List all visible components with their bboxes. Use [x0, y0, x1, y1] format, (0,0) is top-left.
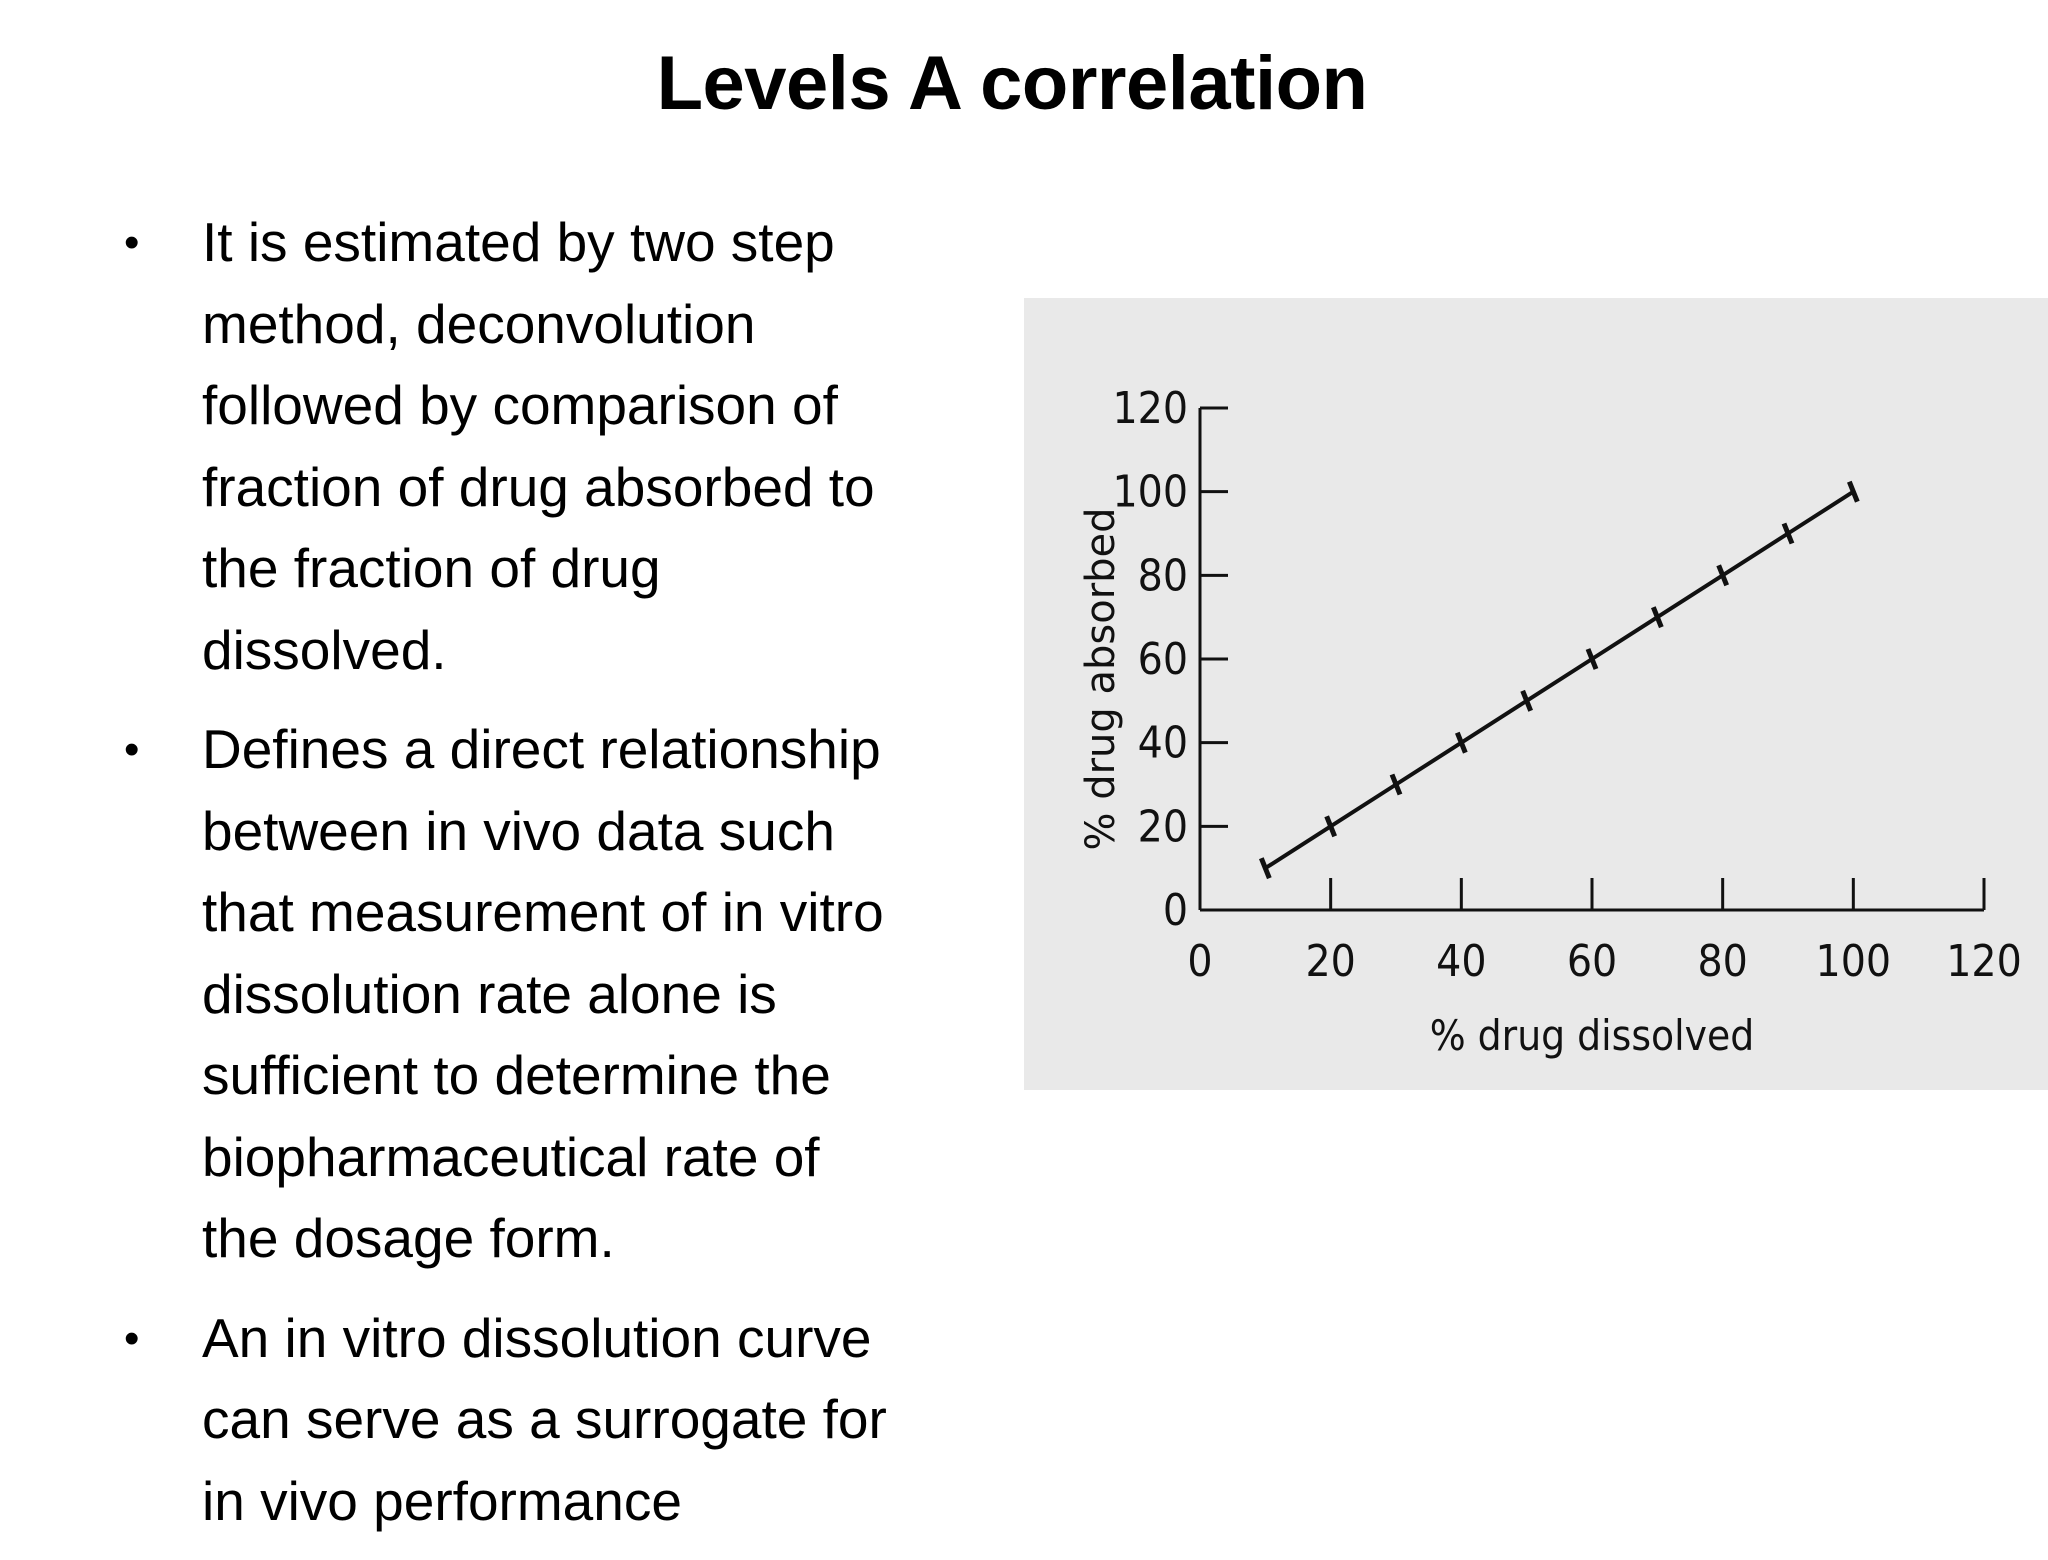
data-point-mark	[1651, 606, 1664, 629]
data-point-mark	[1716, 564, 1729, 587]
data-point-mark	[1259, 857, 1272, 880]
bullet-item: • Defines a direct relationship between …	[110, 709, 1010, 1280]
data-point-mark	[1324, 815, 1337, 838]
data-point-mark	[1781, 522, 1795, 545]
bullet-list: • It is estimated by two step method, de…	[110, 202, 1010, 1560]
x-ticks: 0 20 40 60 80 100 120	[1187, 878, 2022, 987]
data-point-mark	[1455, 731, 1468, 754]
slide-title: Levels A correlation	[656, 41, 1368, 126]
bullet-line: fraction of drug absorbed to	[202, 455, 875, 518]
x-tick-label: 20	[1305, 936, 1355, 987]
bullet-item: • An in vitro dissolution curve can serv…	[110, 1298, 1010, 1543]
bullet-item: • It is estimated by two step method, de…	[110, 202, 1010, 691]
bullet-line: that measurement of in vitro	[202, 881, 884, 943]
y-axis-label: % drug absorbed	[1078, 507, 1124, 850]
x-tick-label: 100	[1816, 936, 1892, 987]
bullet-dot-icon: •	[124, 725, 140, 774]
data-point-mark	[1389, 773, 1403, 796]
data-point-mark	[1585, 648, 1599, 670]
bullet-line: It is estimated by two step	[202, 211, 835, 273]
bullet-line: method, deconvolution	[202, 292, 756, 355]
y-tick-label: 120	[1112, 383, 1188, 434]
correlation-chart: 0 20 40 60 80 100 120 0 20 40 60 80 100 120 % drug a…	[1078, 383, 2022, 1060]
x-tick-label: 0	[1187, 936, 1212, 987]
y-ticks: 0 20 40 60 80 100 120	[1112, 383, 1228, 936]
x-tick-label: 40	[1436, 936, 1486, 987]
bullet-line: An in vitro dissolution curve	[202, 1306, 872, 1369]
bullet-line: followed by comparison of	[202, 374, 838, 436]
bullet-line: biopharmaceutical rate of	[202, 1125, 820, 1188]
x-tick-label: 80	[1697, 936, 1747, 987]
bullet-line: the dosage form.	[202, 1207, 615, 1269]
x-tick-label: 120	[1946, 936, 2022, 987]
y-tick-label: 20	[1138, 801, 1188, 852]
y-tick-label: 80	[1138, 550, 1188, 601]
chart-panel: 0 20 40 60 80 100 120 0 20 40 60 80 100 120 % drug a…	[1024, 298, 2048, 1090]
x-tick-label: 60	[1567, 936, 1617, 987]
series-points	[1259, 480, 1860, 880]
data-point-mark	[1847, 480, 1860, 503]
y-tick-label: 40	[1138, 718, 1188, 769]
bullet-line: dissolution rate alone is	[202, 962, 777, 1025]
bullet-line: between in vivo data such	[202, 799, 835, 862]
data-point-mark	[1520, 689, 1533, 712]
bullet-line: in vivo performance	[202, 1469, 682, 1532]
bullet-line: the fraction of drug	[202, 537, 661, 599]
bullet-dot-icon: •	[124, 218, 140, 267]
y-tick-label: 60	[1138, 634, 1188, 685]
x-axis-label: % drug dissolved	[1430, 1011, 1754, 1060]
bullet-line: can serve as a surrogate for	[202, 1388, 887, 1450]
y-tick-label: 0	[1163, 885, 1188, 936]
bullet-line: Defines a direct relationship	[202, 718, 881, 780]
bullet-dot-icon: •	[124, 1313, 140, 1363]
bullet-line: sufficient to determine the	[202, 1044, 831, 1106]
y-tick-label: 100	[1112, 467, 1188, 518]
series-line	[1264, 490, 1855, 870]
bullet-line: dissolved.	[202, 618, 447, 681]
